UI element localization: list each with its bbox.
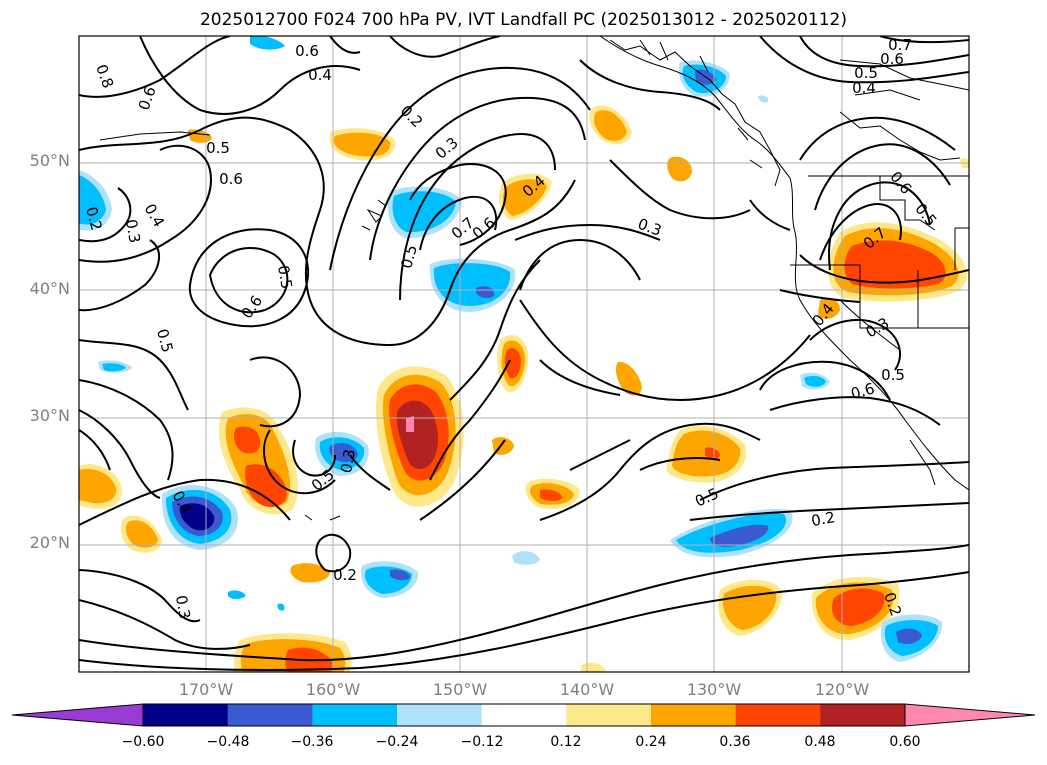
colorbar-frame: [142, 703, 906, 727]
colorbar-tick: 0.24: [635, 734, 667, 750]
contour-label: 0.5: [397, 243, 421, 271]
colorbar-cell: [227, 704, 313, 726]
contour-label: 0.3: [172, 594, 194, 621]
contour-label: 0.5: [153, 327, 177, 355]
contour-label: 0.5: [854, 64, 878, 82]
graticule: [79, 36, 969, 672]
contour-label: 0.2: [82, 205, 106, 233]
lon-label: 150°W: [432, 680, 488, 699]
colorbar-tick: 0.48: [804, 734, 836, 750]
colorbar-tick: 0.12: [550, 734, 582, 750]
contour-label: 0.4: [308, 66, 332, 84]
contour-label: 0.6: [880, 50, 904, 68]
colorbar-cell: [312, 704, 398, 726]
colorbar-cell: [820, 704, 906, 726]
lat-label: 20°N: [29, 533, 70, 552]
colorbar-cell: [481, 704, 567, 726]
map-title: 2025012700 F024 700 hPa PV, IVT Landfall…: [199, 10, 847, 30]
contour-label: 0.6: [295, 42, 319, 60]
contour-label: 0.6: [219, 170, 243, 188]
contour-label: 0.3: [337, 448, 359, 475]
colorbar-extend-min: [11, 703, 144, 727]
contour-label: 0.7: [888, 36, 912, 54]
positive-anomaly-west: [218, 407, 299, 515]
colorbar-tick: −0.36: [290, 734, 334, 750]
colorbar-tick: −0.24: [375, 734, 419, 750]
colorbar-tick: 0.36: [719, 734, 751, 750]
contour-label: 0.5: [881, 366, 905, 384]
shaded-anomalies: [79, 36, 969, 672]
pv-contours: [79, 36, 969, 671]
colorbar-tick: −0.60: [121, 734, 165, 750]
lat-label: 40°N: [29, 279, 70, 298]
contour-label: 0.6: [849, 379, 877, 403]
contour-label: 0.5: [274, 264, 296, 291]
colorbar-tick: −0.12: [460, 734, 504, 750]
lat-label: 50°N: [29, 151, 70, 170]
lat-label: 30°N: [29, 406, 70, 425]
colorbar-cell: [651, 704, 737, 726]
colorbar-extend-max: [904, 703, 1036, 727]
lon-label: 170°W: [178, 680, 234, 699]
lon-label: 140°W: [559, 680, 615, 699]
colorbar-cell: [735, 704, 821, 726]
lon-label: 120°W: [814, 680, 870, 699]
contour-label: 0.3: [122, 218, 144, 245]
colorbar: [11, 703, 1036, 727]
colorbar-cell: [143, 704, 229, 726]
colorbar-tick: 0.60: [889, 734, 921, 750]
contour-label: 0.5: [206, 139, 230, 157]
colorbar-cell: [566, 704, 652, 726]
plot-frame: [78, 35, 970, 673]
colorbar-cell: [397, 704, 483, 726]
contour-label: 0.2: [810, 508, 837, 530]
contour-label: 0.4: [852, 79, 876, 97]
colorbar-tick: −0.48: [206, 734, 250, 750]
contour-label: 0.2: [333, 566, 357, 584]
lon-label: 130°W: [686, 680, 742, 699]
lon-label: 160°W: [305, 680, 361, 699]
